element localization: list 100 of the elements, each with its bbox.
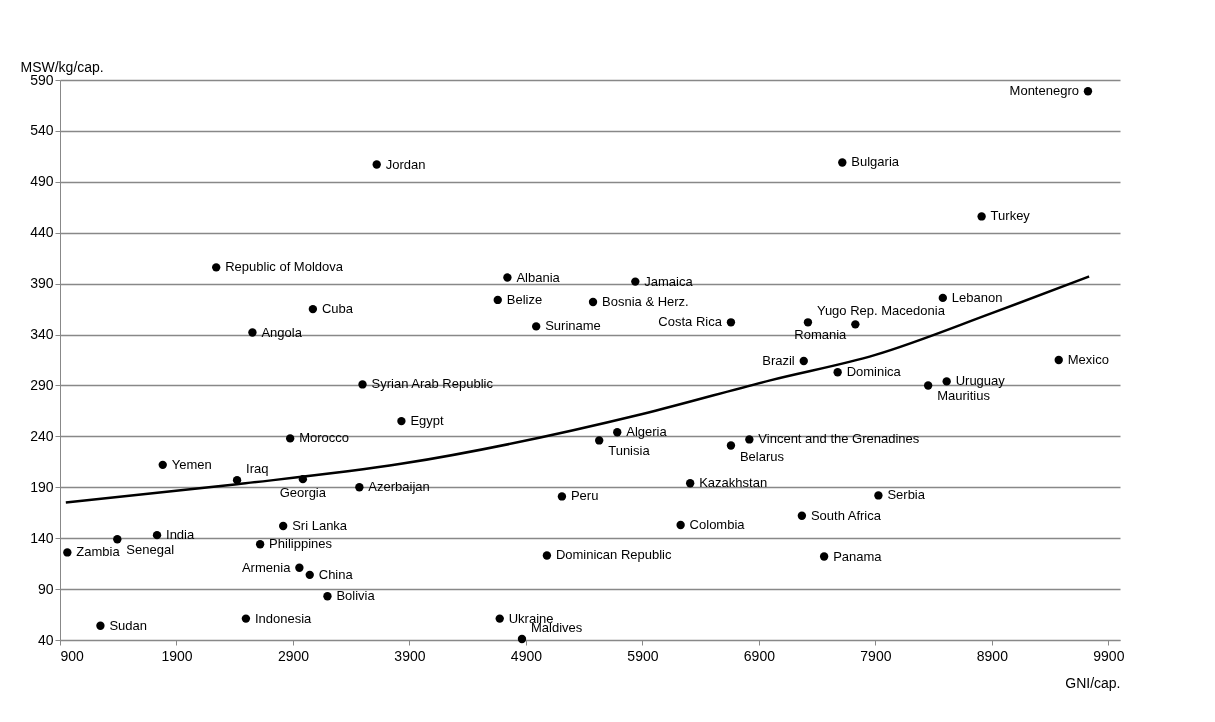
point	[495, 614, 504, 623]
annotation: Cuba	[321, 301, 354, 317]
annotation: Morocco	[299, 430, 350, 446]
point	[517, 634, 527, 644]
annotation: Kazakhstan	[699, 475, 768, 491]
point	[96, 621, 105, 630]
annotation: Algeria	[626, 424, 668, 440]
x-tick-label: 2900	[277, 647, 310, 664]
annotation: Indonesia	[254, 610, 313, 626]
x-tick-label: 6900	[743, 647, 776, 664]
point	[152, 530, 162, 540]
annotation: Philippines	[269, 536, 333, 552]
y-tick-label: 540	[30, 122, 54, 139]
point	[248, 328, 257, 337]
point	[255, 540, 265, 549]
annotation: Angola	[261, 324, 303, 340]
point	[1083, 87, 1093, 96]
x-tick-label: 1900	[161, 647, 193, 664]
point	[851, 320, 860, 329]
y-tick-label: 240	[30, 427, 54, 444]
annotation: South Africa	[810, 507, 882, 523]
x-tick-label: 8900	[976, 647, 1009, 664]
annotation: Serbia	[887, 487, 926, 503]
annotation: Belarus	[739, 448, 785, 464]
annotation: Belize	[506, 291, 543, 307]
point	[797, 511, 807, 520]
annotation: Peru	[570, 488, 599, 504]
point	[938, 293, 948, 303]
x-tick-label: 7900	[860, 647, 892, 664]
point	[942, 377, 951, 386]
point	[613, 428, 622, 437]
y-tick-label: 140	[30, 529, 54, 546]
y-tick-label: 440	[30, 224, 54, 241]
annotation: Dominican Republic	[555, 547, 673, 563]
point	[1054, 355, 1063, 365]
point	[295, 563, 304, 572]
x-tick-label: 4900	[510, 647, 543, 664]
y-tick-label: 40	[37, 631, 54, 648]
y-tick-label: 390	[30, 275, 54, 292]
annotation: Sri Lanka	[292, 517, 348, 533]
annotation: Bosnia & Herz.	[602, 293, 689, 309]
annotation: Costa Rica	[658, 314, 723, 330]
point	[532, 322, 541, 331]
y-tick-label: 290	[30, 376, 54, 393]
annotation: Iraq	[246, 461, 269, 477]
point	[726, 441, 736, 450]
annotation: Colombia	[689, 516, 746, 532]
point	[285, 434, 295, 443]
point	[158, 460, 167, 470]
annotation: Tunisia	[608, 443, 651, 459]
annotation: Suriname	[545, 318, 601, 334]
point	[63, 548, 72, 557]
annotation: Uruguay	[955, 373, 1006, 389]
annotation: Yemen	[171, 456, 212, 472]
point	[685, 479, 695, 488]
annotation: Egypt	[410, 413, 445, 429]
annotation: Albania	[516, 269, 561, 285]
point	[241, 614, 251, 623]
point	[745, 435, 754, 444]
annotation: Georgia	[279, 485, 327, 501]
point	[308, 304, 318, 314]
annotation: Jamaica	[644, 273, 694, 289]
annotation: Azerbaijan	[368, 479, 430, 495]
point	[542, 551, 552, 560]
point	[819, 552, 829, 561]
point	[358, 380, 367, 389]
annotation: Sudan	[109, 617, 148, 633]
point	[305, 570, 314, 580]
point	[113, 535, 122, 544]
point	[557, 492, 567, 501]
annotation: Armenia	[241, 559, 292, 575]
x-axis-title: GNI/cap.	[1065, 674, 1121, 691]
annotation: Republic of Moldova	[225, 259, 344, 275]
point	[372, 160, 381, 169]
point	[503, 273, 512, 282]
point	[838, 158, 847, 167]
point	[323, 592, 332, 601]
annotation: Senegal	[126, 542, 175, 558]
annotation: Jordan	[385, 156, 426, 172]
y-tick-label: 90	[37, 580, 54, 597]
annotation: India	[166, 527, 195, 543]
x-tick-label: 900	[60, 647, 85, 664]
point	[803, 318, 813, 327]
annotation: Bolivia	[336, 588, 376, 604]
annotation: Romania	[794, 327, 848, 343]
annotation: Vincent and the Grenadines	[758, 431, 920, 447]
annotation: China	[318, 566, 354, 582]
x-tick-label: 5900	[627, 647, 659, 664]
point	[676, 520, 685, 530]
y-tick-label: 490	[30, 173, 54, 190]
annotation: Zambia	[76, 544, 121, 560]
annotation: Dominica	[846, 364, 902, 380]
point	[279, 521, 288, 531]
point	[631, 277, 640, 286]
annotation: Mexico	[1067, 352, 1109, 367]
point	[977, 212, 986, 221]
x-tick-label: 3900	[394, 647, 426, 664]
point	[726, 318, 736, 327]
point	[874, 491, 883, 500]
point	[595, 436, 604, 445]
